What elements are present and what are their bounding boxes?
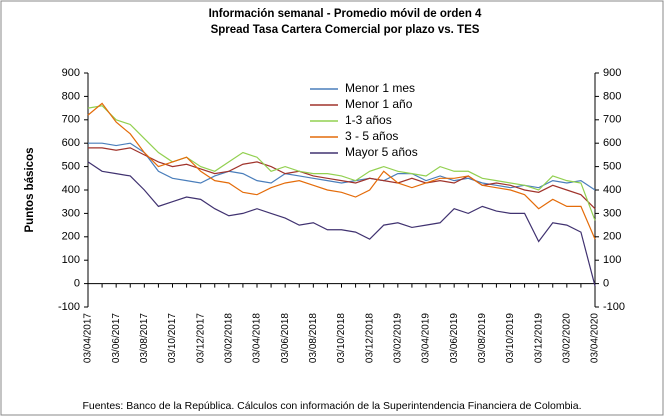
y-axis-label: Puntos básicos — [24, 148, 36, 233]
x-tick-label: 03/12/2017 — [195, 313, 206, 363]
series-line — [88, 147, 596, 210]
source-note: Fuentes: Banco de la República. Cálculos… — [82, 400, 581, 412]
y-tick-label: 900 — [62, 67, 80, 79]
y2-tick-label: 0 — [603, 278, 609, 290]
y2-tick-label: 100 — [603, 254, 621, 266]
x-tick-label: 03/10/2017 — [167, 313, 178, 363]
x-tick-label: 03/02/2019 — [392, 313, 403, 363]
x-tick-label: 03/02/2018 — [223, 313, 234, 363]
x-tick-label: 03/08/2019 — [477, 313, 488, 363]
x-tick-label: 03/04/2017 — [83, 313, 94, 363]
x-tick-label: 03/12/2018 — [364, 313, 375, 363]
x-tick-label: 03/08/2017 — [139, 313, 150, 363]
y-tick-label: -100 — [58, 301, 80, 313]
y2-tick-label: 200 — [603, 231, 621, 243]
y-tick-label: 500 — [62, 161, 80, 173]
y-tick-label: 400 — [62, 184, 80, 196]
y-tick-label: 200 — [62, 231, 80, 243]
x-tick-label: 03/04/2018 — [252, 313, 263, 363]
y-tick-label: 100 — [62, 254, 80, 266]
y-tick-label: 600 — [62, 137, 80, 149]
y2-tick-label: 400 — [603, 184, 621, 196]
y-tick-label: 700 — [62, 114, 80, 126]
chart-subtitle: Spread Tasa Cartera Comercial por plazo … — [211, 24, 480, 36]
y2-tick-label: 300 — [603, 207, 621, 219]
y2-tick-label: 700 — [603, 114, 621, 126]
x-tick-label: 03/04/2019 — [421, 313, 432, 363]
series-line — [87, 102, 596, 240]
x-tick-label: 03/06/2017 — [111, 313, 122, 363]
x-tick-label: 03/10/2018 — [336, 313, 347, 363]
y-tick-label: 0 — [74, 278, 80, 290]
series-line — [87, 161, 596, 287]
y2-tick-label: 500 — [603, 161, 621, 173]
x-tick-label: 03/06/2019 — [449, 313, 460, 363]
legend-label: 1-3 años — [345, 113, 392, 127]
y2-tick-label: 900 — [603, 67, 621, 79]
x-tick-label: 03/06/2018 — [280, 313, 291, 363]
y-tick-label: 300 — [62, 207, 80, 219]
x-tick-label: 03/04/2020 — [590, 313, 601, 363]
legend-label: Mayor 5 años — [345, 145, 418, 159]
x-tick-label: 03/12/2019 — [533, 313, 544, 363]
chart-title: Información semanal - Promedio móvil de … — [209, 8, 482, 20]
legend-label: Menor 1 año — [345, 97, 413, 111]
y2-tick-label: 600 — [603, 137, 621, 149]
y2-tick-label: -100 — [603, 301, 625, 313]
x-tick-label: 03/10/2019 — [505, 313, 516, 363]
x-tick-label: 03/08/2018 — [308, 313, 319, 363]
legend-label: Menor 1 mes — [345, 81, 415, 95]
x-tick-label: 03/02/2020 — [561, 313, 572, 363]
series-line — [88, 142, 596, 191]
y-tick-label: 800 — [62, 90, 80, 102]
y2-tick-label: 800 — [603, 90, 621, 102]
legend-label: 3 - 5 años — [345, 129, 398, 143]
